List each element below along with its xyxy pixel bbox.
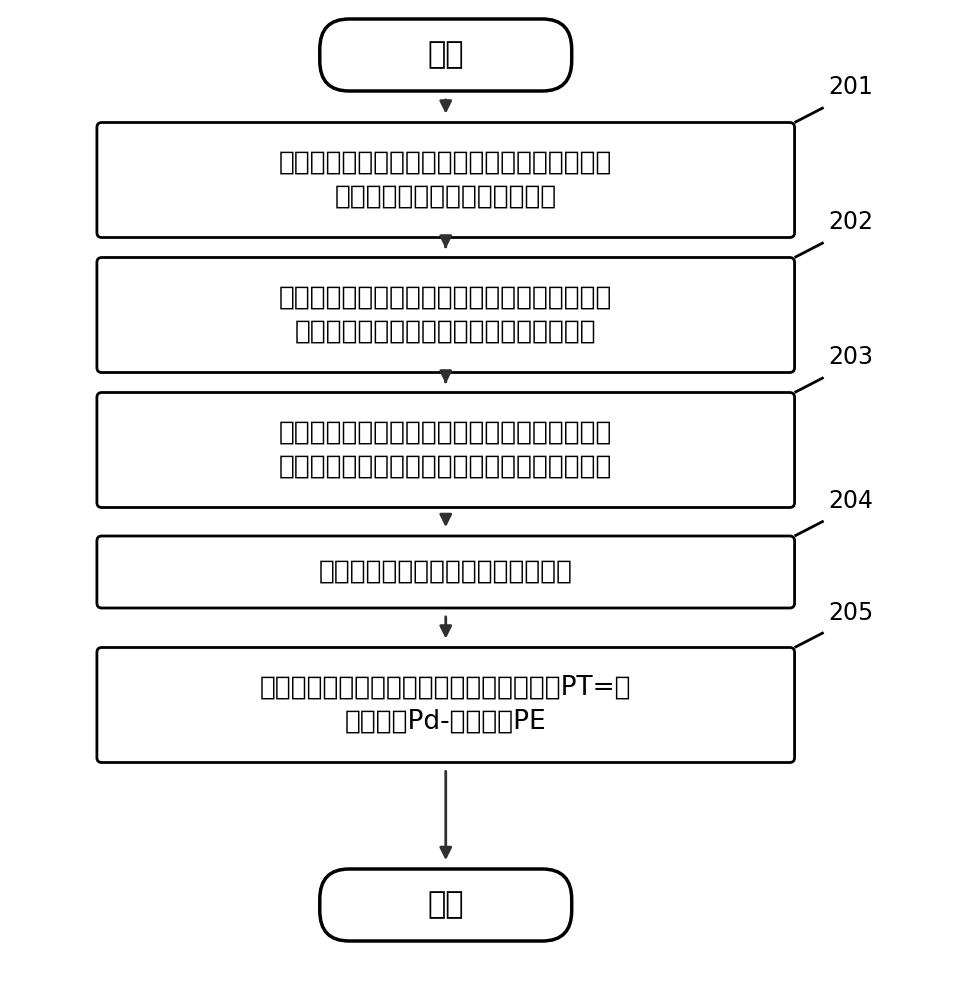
FancyBboxPatch shape (97, 536, 795, 608)
FancyBboxPatch shape (97, 257, 795, 372)
Text: 204: 204 (828, 489, 873, 513)
Text: 201: 201 (828, 76, 873, 100)
Text: 确定所述经济负荷随时间变化的关系: 确定所述经济负荷随时间变化的关系 (319, 559, 573, 585)
Text: 根据经济负荷曲线与日最大负荷曲线最低点的距
离平方和的最小值确定经济负荷曲线的基值负荷: 根据经济负荷曲线与日最大负荷曲线最低点的距 离平方和的最小值确定经济负荷曲线的基… (279, 420, 612, 480)
Text: 203: 203 (828, 345, 873, 369)
FancyBboxPatch shape (97, 392, 795, 507)
FancyBboxPatch shape (320, 869, 572, 941)
Text: 根据日最大负荷曲线确定经济负荷的增长率，并
将所述增长率作为所述经济负荷曲线的斜率: 根据日最大负荷曲线确定经济负荷的增长率，并 将所述增长率作为所述经济负荷曲线的斜… (279, 285, 612, 345)
Text: 202: 202 (828, 210, 873, 234)
FancyBboxPatch shape (97, 648, 795, 762)
FancyBboxPatch shape (320, 19, 572, 91)
Text: 结束: 结束 (427, 890, 464, 920)
Text: 计算得出日最大降温负荷；日最大降温负荷PT=日
最大负荷Pd-经济负荷PE: 计算得出日最大降温负荷；日最大降温负荷PT=日 最大负荷Pd-经济负荷PE (260, 675, 632, 735)
Text: 根据数据库中的地区经济发展数据确定经济负荷
随时间变化的经济负荷曲线类型: 根据数据库中的地区经济发展数据确定经济负荷 随时间变化的经济负荷曲线类型 (279, 150, 612, 210)
Text: 205: 205 (828, 600, 874, 624)
FancyBboxPatch shape (97, 122, 795, 237)
Text: 开始: 开始 (427, 40, 464, 70)
